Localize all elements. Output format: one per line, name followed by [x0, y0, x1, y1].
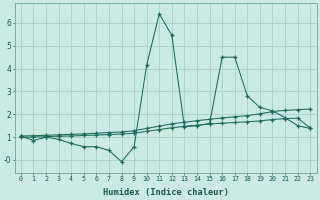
- X-axis label: Humidex (Indice chaleur): Humidex (Indice chaleur): [102, 188, 228, 197]
